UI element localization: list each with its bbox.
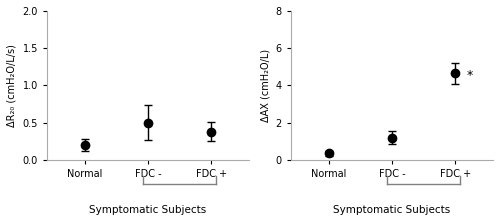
Y-axis label: ΔAX (cmH₂O/L): ΔAX (cmH₂O/L) [260, 49, 270, 122]
Y-axis label: ΔR₂₀ (cmH₂O/L/s): ΔR₂₀ (cmH₂O/L/s) [7, 44, 17, 127]
Text: *: * [466, 69, 473, 82]
Text: Symptomatic Subjects: Symptomatic Subjects [334, 204, 450, 214]
Text: Symptomatic Subjects: Symptomatic Subjects [90, 204, 206, 214]
